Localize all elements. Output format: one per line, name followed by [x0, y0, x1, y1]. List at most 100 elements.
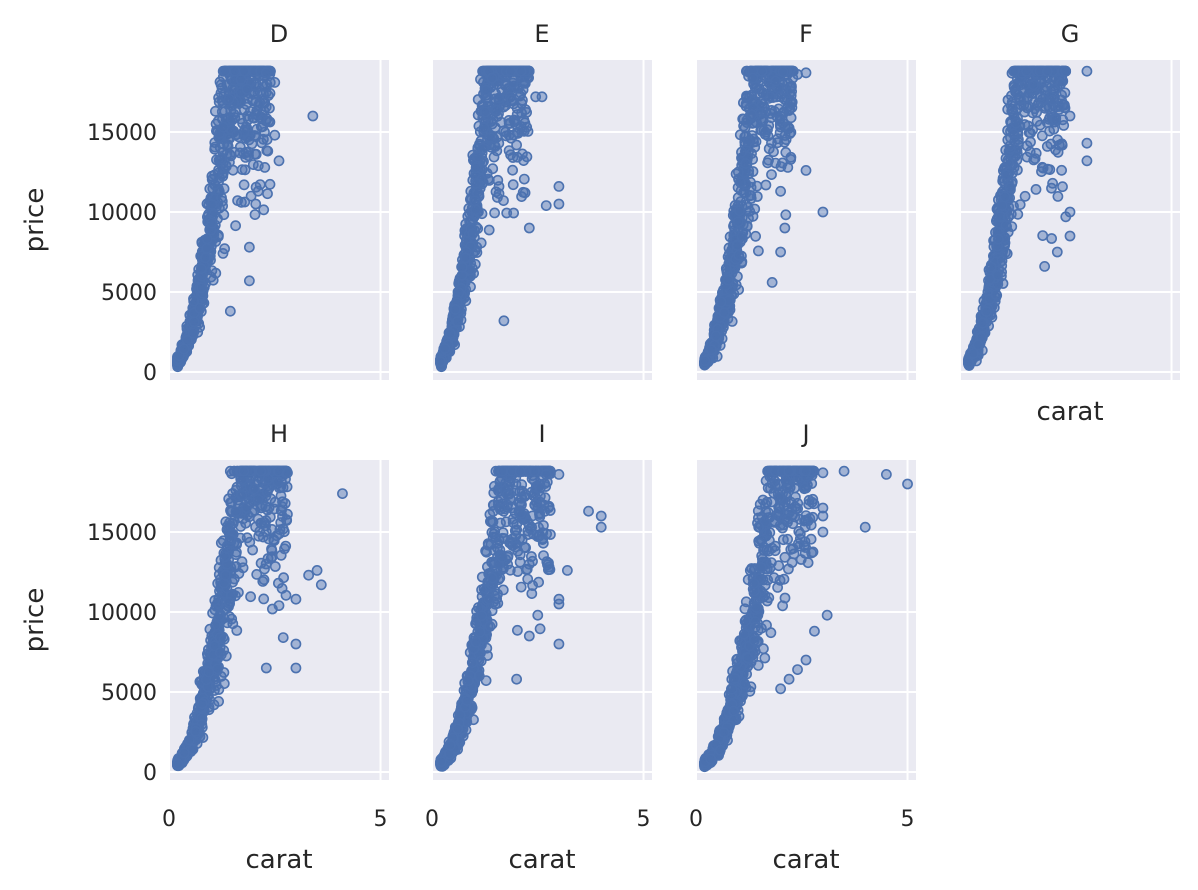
scatter-point — [249, 209, 261, 220]
scatter-point — [224, 533, 236, 545]
facet-title: D — [270, 20, 288, 48]
scatter-point — [236, 164, 248, 175]
scatter-point — [273, 155, 285, 167]
scatter-point — [218, 678, 230, 689]
scatter-point — [741, 90, 752, 102]
scatter-point — [238, 179, 250, 191]
scatter-point — [472, 151, 484, 163]
scatter-point — [710, 330, 722, 342]
scatter-point — [467, 228, 479, 239]
scatter-point — [489, 122, 501, 133]
scatter-point — [769, 105, 780, 117]
scatter-point — [720, 263, 732, 274]
scatter-point — [1030, 147, 1042, 159]
scatter-point — [817, 206, 829, 218]
scatter-point — [751, 191, 763, 202]
scatter-point — [1060, 65, 1071, 77]
scatter-point — [200, 252, 211, 264]
scatter-point — [770, 75, 781, 87]
scatter-point — [230, 506, 242, 517]
scatter-point — [242, 110, 253, 122]
scatter-point — [263, 115, 274, 127]
scatter-point — [1036, 130, 1048, 142]
scatter-point — [740, 158, 752, 169]
scatter-point — [774, 115, 786, 127]
scatter-point — [234, 532, 246, 544]
scatter-point — [243, 241, 255, 253]
scatter-point — [216, 192, 227, 203]
scatter-point — [533, 576, 544, 588]
scatter-point — [226, 468, 238, 480]
scatter-point — [753, 245, 764, 257]
scatter-point — [227, 488, 238, 499]
scatter-point — [1055, 78, 1066, 90]
scatter-point — [475, 237, 487, 249]
scatter-point — [255, 465, 267, 477]
scatter-point — [1005, 100, 1017, 112]
y-tick-label: 0 — [143, 361, 157, 386]
scatter-point — [783, 122, 795, 134]
scatter-point — [553, 180, 565, 192]
scatter-point — [245, 591, 256, 603]
scatter-point — [1051, 246, 1063, 258]
scatter-point — [470, 162, 482, 174]
scatter-point — [241, 83, 253, 95]
scatter-point — [736, 230, 748, 242]
scatter-point — [478, 122, 490, 134]
scatter-point — [1057, 181, 1068, 193]
scatter-point — [290, 662, 302, 674]
scatter-point — [219, 65, 231, 77]
scatter-point — [747, 210, 759, 222]
scatter-point — [490, 104, 502, 116]
scatter-point — [264, 178, 276, 190]
y-axis-label: price — [20, 588, 50, 653]
scatter-point — [213, 96, 225, 108]
y-tick-label: 10000 — [87, 601, 157, 626]
scatter-point — [230, 220, 241, 232]
scatter-point — [206, 217, 218, 229]
scatter-point — [249, 148, 261, 160]
scatter-point — [266, 543, 277, 555]
scatter-point — [977, 317, 988, 329]
scatter-point — [992, 269, 1003, 281]
scatter-point — [226, 497, 238, 509]
scatter-point — [1047, 94, 1059, 106]
scatter-point — [470, 204, 482, 216]
scatter-point — [775, 185, 786, 197]
scatter-point — [1052, 134, 1063, 146]
facet-title: H — [270, 420, 288, 448]
scatter-point — [247, 159, 259, 170]
scatter-point — [271, 530, 283, 542]
scatter-point — [756, 98, 768, 110]
scatter-point — [519, 187, 531, 199]
scatter-point — [699, 355, 711, 367]
scatter-point — [206, 199, 218, 210]
scatter-point — [209, 595, 221, 606]
scatter-point — [260, 662, 272, 674]
scatter-point — [254, 179, 266, 190]
scatter-point — [449, 303, 461, 315]
scatter-point — [178, 343, 190, 355]
y-tick-label: 5000 — [101, 681, 157, 706]
scatter-point — [972, 339, 984, 351]
scatter-point — [243, 134, 255, 146]
scatter-point — [491, 191, 503, 203]
y-tick-label: 15000 — [87, 121, 157, 146]
scatter-point — [722, 274, 734, 286]
scatter-point — [515, 65, 527, 77]
scatter-point — [757, 87, 769, 99]
scatter-point — [733, 249, 745, 261]
scatter-point — [269, 77, 281, 88]
scatter-point — [273, 465, 284, 477]
scatter-point — [253, 99, 265, 111]
scatter-point — [1047, 177, 1058, 189]
scatter-point — [518, 173, 530, 185]
scatter-point — [488, 151, 500, 163]
scatter-point — [196, 282, 207, 294]
scatter-point — [1015, 93, 1026, 105]
scatter-point — [530, 91, 542, 103]
scatter-point — [219, 551, 231, 563]
